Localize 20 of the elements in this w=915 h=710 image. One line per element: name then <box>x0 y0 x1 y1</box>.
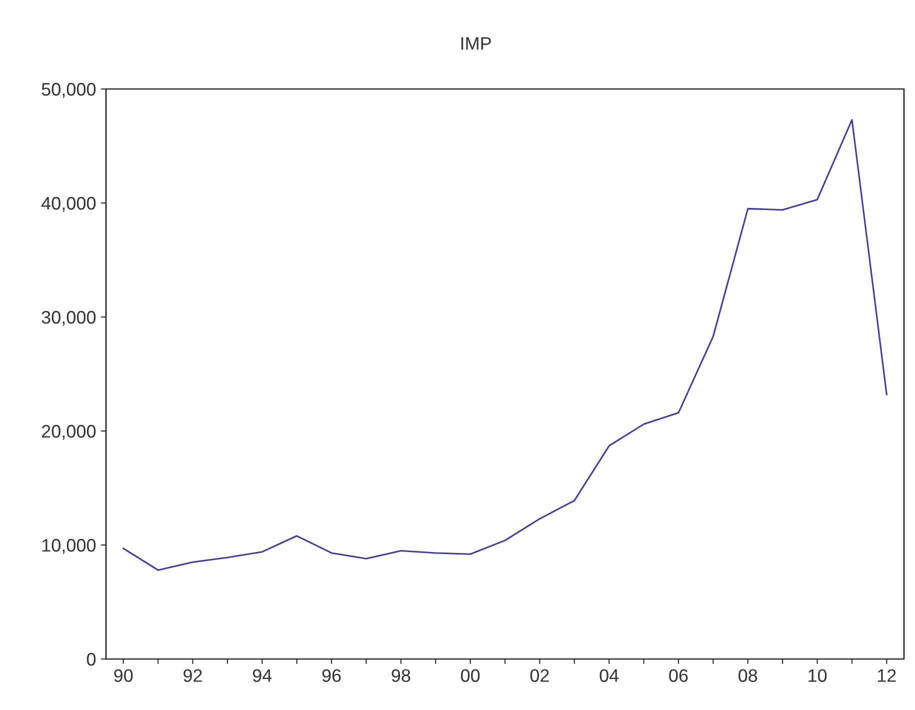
x-tick-label: 94 <box>252 669 272 682</box>
x-tick-label: 98 <box>392 669 410 682</box>
y-tick-label: 10,000 <box>42 538 96 554</box>
x-tick-label: 10 <box>808 669 827 682</box>
x-tick-label: 02 <box>530 669 549 682</box>
y-tick-label: 30,000 <box>42 310 96 326</box>
x-tick-label: 92 <box>184 669 202 682</box>
x-tick-label: 12 <box>878 669 896 682</box>
chart-title: IMP <box>461 37 491 50</box>
x-tick-label: 04 <box>600 669 619 682</box>
y-tick-label: 20,000 <box>42 424 96 440</box>
x-tick-label: 00 <box>460 669 480 682</box>
line-series <box>122 119 888 571</box>
y-tick-label: 40,000 <box>41 196 96 212</box>
x-tick-label: 06 <box>669 669 688 682</box>
x-tick-label: 90 <box>114 669 133 682</box>
x-tick-label: 08 <box>738 669 758 682</box>
y-tick-label: 0 <box>86 652 96 666</box>
y-tick-label: 50,000 <box>42 82 96 98</box>
x-tick-label: 96 <box>322 669 341 682</box>
